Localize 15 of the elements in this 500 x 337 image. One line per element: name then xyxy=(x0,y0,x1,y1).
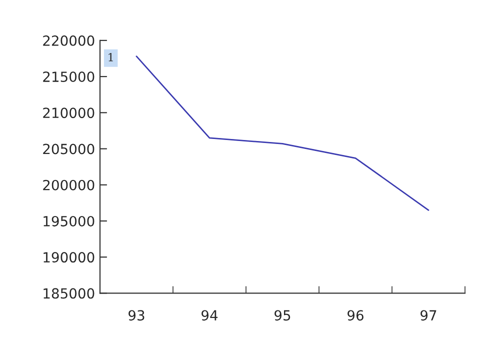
x-tick-label: 96 xyxy=(348,310,364,321)
y-tick-label: 190000 xyxy=(44,252,94,263)
x-tick-label: 93 xyxy=(128,310,144,321)
line-series xyxy=(136,56,430,211)
y-tick-label: 220000 xyxy=(43,35,94,46)
x-tick-label: 95 xyxy=(274,310,290,321)
y-tick-label: 185000 xyxy=(44,288,94,299)
y-tick-label: 200000 xyxy=(43,180,94,190)
y-tick-label: 210000 xyxy=(43,108,94,118)
y-tick-label: 215000 xyxy=(43,72,94,82)
x-tick-label: 94 xyxy=(202,310,218,321)
annotation: 1 xyxy=(108,52,113,62)
y-tick-label: 195000 xyxy=(44,216,94,226)
y-tick-label: 205000 xyxy=(43,144,94,154)
x-tick-label: 97 xyxy=(420,310,436,321)
